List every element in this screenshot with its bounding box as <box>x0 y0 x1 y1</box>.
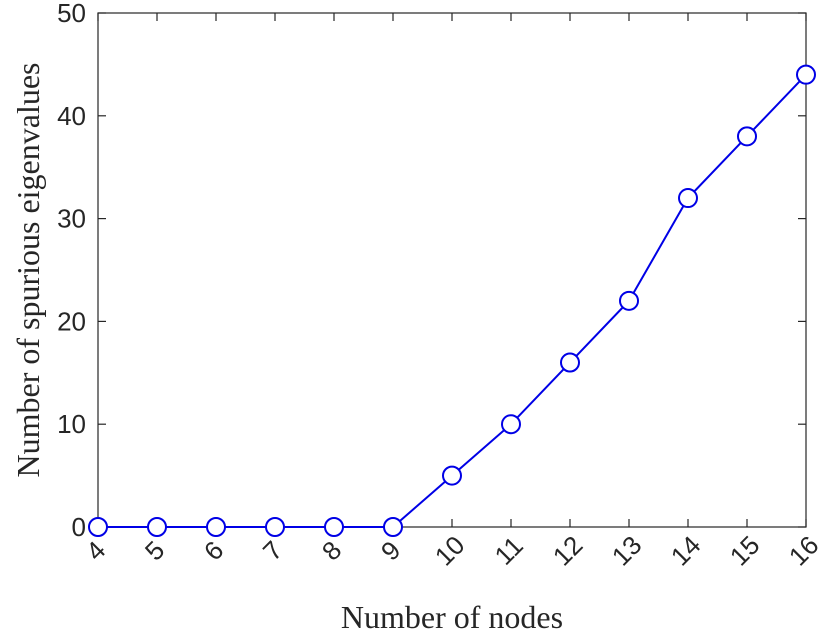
y-axis-title: Number of spurious eigenvalues <box>10 62 46 477</box>
x-tick-label: 9 <box>375 535 406 566</box>
data-point-marker <box>796 64 816 85</box>
x-tick-label: 10 <box>429 530 471 572</box>
axes-frame <box>97 12 807 528</box>
x-tick-label: 5 <box>139 535 170 566</box>
data-point-marker <box>560 352 580 373</box>
data-point-marker <box>501 414 521 435</box>
y-tick-label: 20 <box>57 306 86 336</box>
data-point-marker <box>737 126 757 147</box>
data-point-marker <box>678 188 698 209</box>
x-tick-label: 6 <box>198 535 229 566</box>
axes-box <box>97 12 807 528</box>
x-axis-ticks: 4 5 6 7 8 9 10 11 12 13 14 15 16 <box>80 13 825 572</box>
y-tick-label: 50 <box>57 0 86 28</box>
series-line <box>98 73 807 528</box>
y-tick-label: 0 <box>72 512 86 542</box>
x-tick-label: 16 <box>783 530 825 572</box>
x-axis-title: Number of nodes <box>341 599 563 635</box>
data-point-marker <box>442 465 462 486</box>
data-point-marker <box>324 517 344 537</box>
x-tick-label: 12 <box>547 530 589 572</box>
y-tick-label: 10 <box>57 409 86 439</box>
y-axis-ticks: 0 10 20 30 40 50 <box>57 0 806 542</box>
x-tick-label: 4 <box>80 535 111 566</box>
data-point-marker <box>147 517 167 537</box>
data-point-marker <box>619 290 639 311</box>
x-tick-label: 14 <box>665 530 707 572</box>
x-tick-label: 15 <box>724 530 766 572</box>
x-tick-label: 13 <box>606 530 648 572</box>
x-tick-label: 11 <box>488 530 528 570</box>
data-point-marker <box>383 517 403 537</box>
data-point-marker <box>265 517 285 537</box>
y-tick-label: 40 <box>57 101 86 131</box>
x-tick-label: 7 <box>257 535 288 566</box>
y-tick-label: 30 <box>57 204 86 234</box>
x-tick-label: 8 <box>316 535 347 566</box>
plot-area <box>88 64 816 537</box>
data-point-marker <box>206 517 226 537</box>
data-point-marker <box>88 517 108 537</box>
